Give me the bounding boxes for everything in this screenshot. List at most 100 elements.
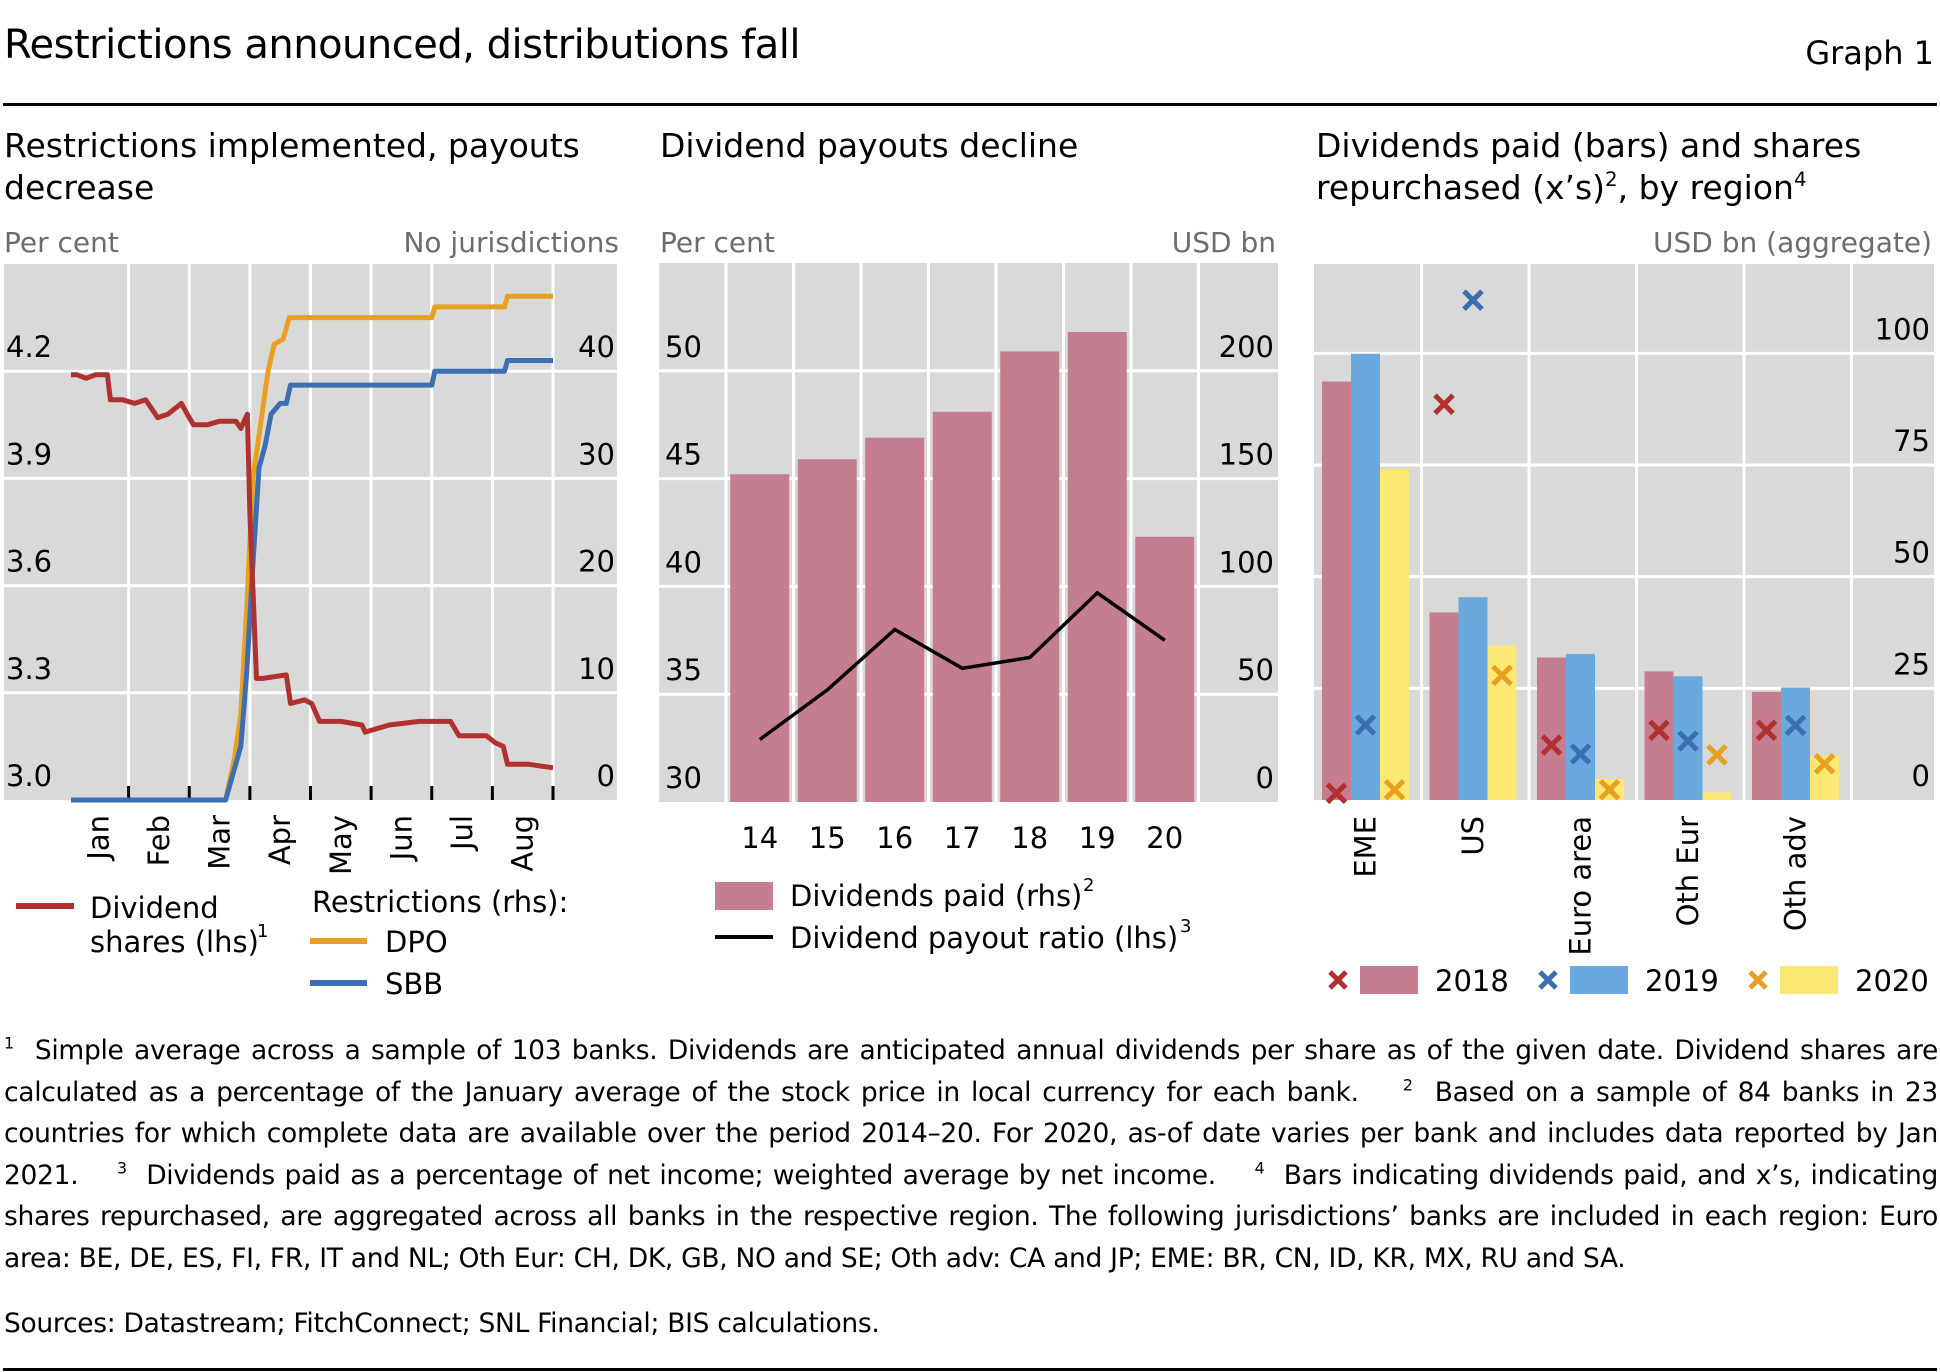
panel3-x-marker-2020 [1383, 778, 1406, 801]
panel1-month-label: Apr [263, 815, 297, 865]
panel2-bar-dividends-paid [797, 459, 857, 802]
panel2-right-tick-label: 150 [1219, 438, 1274, 472]
panel3-x-marker-2020 [1813, 753, 1836, 775]
panel1-month-label: May [324, 815, 358, 875]
panel3-bar-2018 [1644, 671, 1674, 800]
legend-swatch-2019 [1570, 966, 1628, 994]
panel3-right-tick-label: 50 [1893, 536, 1930, 570]
panel2-right-tick-label: 100 [1219, 545, 1274, 579]
panel3-x-marker-2018 [1540, 734, 1563, 756]
panel1-month-label: Jun [384, 815, 418, 862]
legend-label-2018: 2018 [1435, 964, 1509, 998]
panel3-x-label: EME [1349, 816, 1383, 878]
panel1-right-tick-label: 40 [578, 330, 615, 364]
panel2-bar-dividends-paid [865, 437, 925, 802]
panel3-x-label: Euro area [1564, 816, 1598, 956]
panel1-left-tick-label: 3.3 [6, 652, 52, 686]
panel1-series-dpo [71, 293, 553, 803]
panel3-x-marker-2019 [1462, 289, 1484, 311]
footnote-1: Simple average across a sample of 103 ba… [4, 1035, 1938, 1108]
panel2-x-label: 18 [1011, 821, 1048, 855]
top-divider [3, 103, 1937, 106]
bottom-divider [3, 1368, 1937, 1371]
panel3-x-label: Oth adv [1779, 816, 1813, 931]
panel2-left-tick-label: 45 [665, 438, 702, 472]
panel2-line-payout-ratio [758, 590, 1166, 741]
panel2-left-tick-label: 50 [665, 330, 702, 364]
panel2-x-label: 20 [1146, 821, 1183, 855]
panel2-left-unit: Per cent [660, 226, 775, 259]
footnote-num-3: 3 [117, 1158, 127, 1178]
legend-label-dividend-shares-2: shares (lhs) [90, 925, 259, 959]
legend-x-2019 [1538, 970, 1558, 990]
panel3-right-tick-label: 0 [1912, 759, 1930, 793]
panel3-bar-2018 [1429, 612, 1459, 800]
panel3-x-marker-2019 [1354, 714, 1377, 736]
panel1-series-sbb [71, 358, 553, 803]
panel1-left-tick-label: 3.0 [6, 759, 52, 793]
panel1-left-tick-label: 4.2 [6, 330, 52, 364]
panel3-x-marker-2018 [1755, 719, 1778, 742]
legend-footnote-ref-2: 2 [1083, 875, 1094, 896]
legend-x-2018 [1328, 970, 1348, 990]
footnote-ref-2: 2 [1605, 168, 1618, 192]
legend-swatch-2018 [1360, 966, 1418, 994]
panel1-title: Restrictions implemented, payouts decrea… [4, 126, 580, 207]
panel3-right-tick-label: 100 [1875, 312, 1930, 346]
legend-swatch-2020 [1780, 966, 1838, 994]
legend-label-dividends-paid: Dividends paid (rhs) [790, 879, 1082, 913]
panel2-right-tick-label: 50 [1237, 653, 1274, 687]
panel3-x-marker-2018 [1325, 782, 1348, 805]
panel1-series-dividend-shares-lhs- [71, 372, 554, 771]
panel3-title-main: Dividends paid (bars) and shares repurch… [1316, 126, 1862, 207]
panel1-right-tick-label: 10 [578, 652, 615, 686]
panel3-bar-2019 [1781, 687, 1810, 800]
panel3-x-marker-2020 [1598, 778, 1621, 801]
legend-restrictions-heading: Restrictions (rhs): [312, 885, 568, 919]
panel1-month-label: Aug [506, 815, 540, 872]
panel3-x-marker-2019 [1784, 714, 1807, 737]
legend-label-sbb: SBB [385, 967, 443, 1001]
panel3-bar-2019 [1458, 597, 1488, 800]
footnote-3: Dividends paid as a percentage of net in… [146, 1159, 1216, 1191]
legend-swatch-dividends-paid [715, 882, 773, 910]
legend-label-dpo: DPO [385, 925, 448, 959]
panel3-bar-2019 [1351, 353, 1380, 800]
panel2-x-label: 14 [741, 821, 778, 855]
panel2-x-label: 17 [944, 821, 981, 855]
panel1-month-label: Feb [142, 815, 176, 866]
panel1-right-tick-label: 0 [597, 759, 615, 793]
footnote-num-2: 2 [1402, 1075, 1413, 1095]
panel3-bar-2018 [1752, 691, 1781, 800]
panel1-month-label: Jan [81, 815, 115, 862]
panel2-title: Dividend payouts decline [660, 126, 1079, 165]
legend-label-dividend-shares-1: Dividend [90, 891, 219, 925]
legend-footnote-ref-3: 3 [1180, 916, 1191, 937]
panel1-left-unit: Per cent [4, 226, 119, 259]
footnote-num-1: 1 [4, 1033, 14, 1053]
sources: Sources: Datastream; FitchConnect; SNL F… [4, 1308, 880, 1339]
panel1-right-unit: No jurisdictions [403, 226, 619, 259]
panel3-x-marker-2020 [1706, 744, 1728, 766]
panel2-x-label: 15 [809, 821, 846, 855]
panel2-x-label: 16 [876, 821, 913, 855]
panel1-month-label: Jul [445, 815, 479, 852]
panel3-bar-2018 [1322, 381, 1351, 800]
panel1-right-tick-label: 30 [578, 437, 615, 471]
panel2-x-label: 19 [1079, 821, 1116, 855]
panel1-month-label: Mar [203, 815, 237, 870]
panel3-right-tick-label: 25 [1893, 647, 1930, 681]
panel3-bar-2018 [1537, 657, 1566, 800]
legend-footnote-ref-1: 1 [257, 921, 268, 942]
panel1-left-tick-label: 3.9 [6, 437, 52, 471]
panel1-left-tick-label: 3.6 [6, 545, 52, 579]
panel2-bar-dividends-paid [1067, 331, 1127, 802]
legend-x-2020 [1748, 970, 1768, 990]
panel3-bar-2020 [1487, 645, 1517, 800]
panel3-right-tick-label: 75 [1893, 424, 1930, 458]
chart-title: Restrictions announced, distributions fa… [4, 22, 801, 68]
footnotes: 1 Simple average across a sample of 103 … [4, 1030, 1938, 1279]
footnote-num-4: 4 [1254, 1158, 1265, 1178]
panel2-right-tick-label: 200 [1219, 330, 1274, 364]
